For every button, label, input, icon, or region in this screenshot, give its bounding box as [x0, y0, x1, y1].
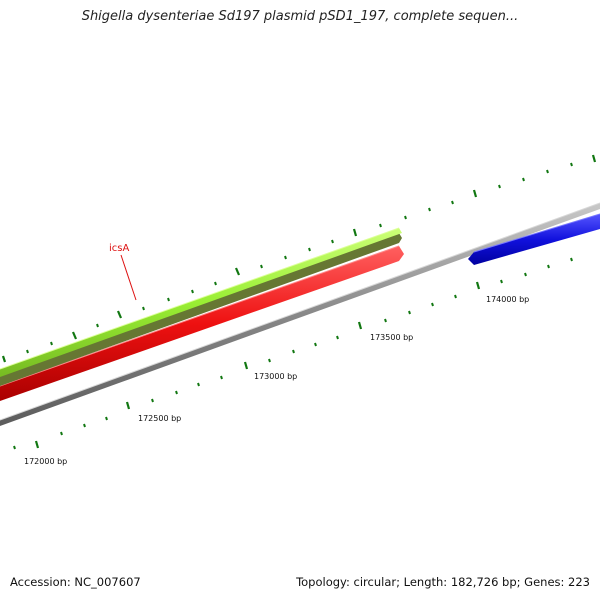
minor-tick: [546, 169, 549, 174]
minor-tick: [498, 184, 501, 189]
major-tick: [116, 310, 123, 319]
minor-tick: [167, 297, 170, 302]
minor-tick: [408, 310, 411, 315]
accession-text: Accession: NC_007607: [10, 575, 141, 589]
major-tick: [234, 267, 241, 276]
minor-tick: [404, 215, 407, 220]
position-label-173000: 173000 bp: [254, 372, 297, 381]
minor-tick: [308, 247, 311, 252]
major-tick: [243, 361, 249, 370]
major-tick: [472, 189, 478, 198]
minor-tick: [142, 306, 145, 311]
map-title: Shigella dysenteriae Sd197 plasmid pSD1_…: [81, 9, 519, 24]
gene-red[interactable]: [0, 245, 404, 401]
major-tick: [34, 440, 40, 449]
gene-olive[interactable]: [0, 232, 402, 386]
minor-tick: [60, 431, 63, 436]
major-tick: [71, 331, 78, 340]
minor-tick: [220, 375, 223, 380]
minor-tick: [175, 390, 178, 395]
minor-tick: [454, 294, 457, 299]
minor-tick: [428, 207, 431, 212]
minor-tick: [451, 200, 454, 205]
major-tick: [475, 281, 481, 290]
position-label-174000: 174000 bp: [486, 295, 529, 304]
position-label-173500: 173500 bp: [370, 333, 413, 342]
minor-tick: [570, 162, 573, 167]
minor-tick: [83, 423, 86, 428]
minor-tick: [547, 264, 550, 269]
backbone: [0, 202, 600, 426]
minor-tick: [284, 255, 287, 260]
gene-icsA[interactable]: [0, 227, 402, 377]
minor-tick: [331, 239, 334, 244]
position-label-172000: 172000 bp: [24, 457, 67, 466]
minor-tick: [292, 349, 295, 354]
minor-tick: [151, 398, 154, 403]
minor-tick: [260, 264, 263, 269]
minor-tick: [570, 257, 573, 262]
minor-tick: [431, 302, 434, 307]
minor-tick: [50, 341, 53, 346]
inner-tick-track: [13, 257, 573, 450]
minor-tick: [268, 358, 271, 363]
minor-tick: [26, 349, 29, 354]
major-tick: [357, 321, 363, 330]
gene-label-text: icsA: [109, 243, 129, 254]
minor-tick: [384, 318, 387, 323]
minor-tick: [379, 223, 382, 228]
minor-tick: [96, 323, 99, 328]
major-tick: [125, 401, 131, 410]
summary-text: Topology: circular; Length: 182,726 bp; …: [296, 575, 590, 589]
minor-tick: [105, 416, 108, 421]
major-tick: [352, 228, 358, 237]
minor-tick: [524, 272, 527, 277]
position-labels: 172000 bp 172500 bp 173000 bp 173500 bp …: [24, 295, 529, 466]
minor-tick: [13, 445, 16, 450]
gene-label-icsA: icsA: [109, 243, 137, 301]
major-tick: [591, 154, 597, 163]
minor-tick: [314, 342, 317, 347]
minor-tick: [214, 281, 217, 286]
gene-blue[interactable]: [468, 213, 600, 265]
minor-tick: [500, 279, 503, 284]
minor-tick: [197, 382, 200, 387]
minor-tick: [522, 177, 525, 182]
outer-tick-track: [1, 154, 597, 363]
minor-tick: [191, 289, 194, 294]
minor-tick: [336, 335, 339, 340]
position-label-172500: 172500 bp: [138, 414, 181, 423]
minor-tick: [1, 355, 7, 363]
